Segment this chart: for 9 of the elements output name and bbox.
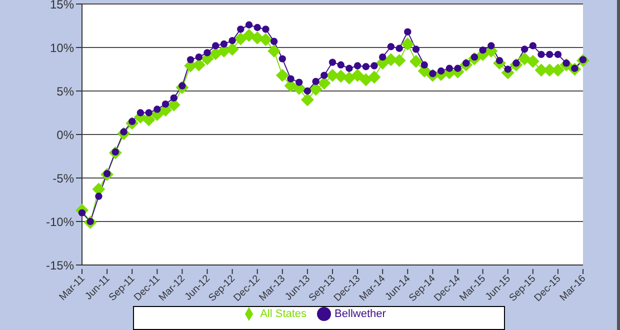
y-tick-label: 5% [56, 84, 74, 98]
y-tick-label: 15% [50, 0, 74, 12]
y-tick-label: 0% [56, 128, 74, 142]
y-tick-label: -5% [52, 171, 74, 186]
y-tick-label: 10% [50, 40, 74, 55]
y-tick-label: -15% [46, 258, 74, 272]
legend-label: All States [260, 308, 307, 320]
legend-label: Bellwether [334, 308, 386, 320]
y-tick-label: -10% [46, 214, 74, 229]
